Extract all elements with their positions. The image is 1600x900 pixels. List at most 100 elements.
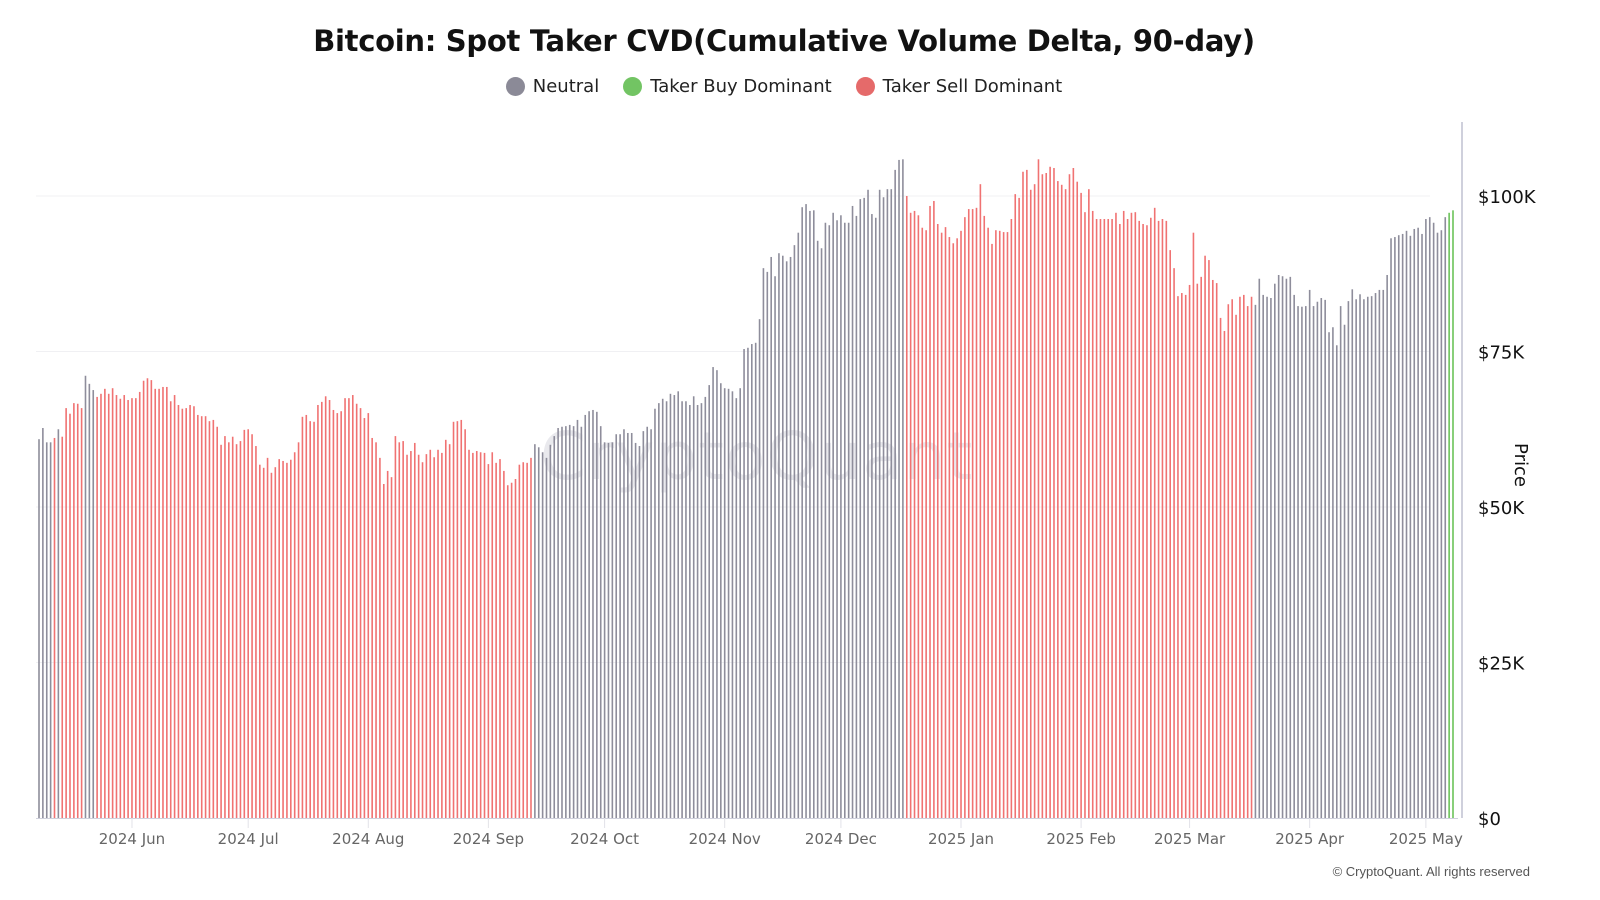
bar[interactable]: [1297, 306, 1299, 818]
bar[interactable]: [545, 457, 548, 818]
bar[interactable]: [762, 268, 765, 818]
bar[interactable]: [630, 432, 633, 818]
bar[interactable]: [197, 414, 199, 818]
bar[interactable]: [421, 462, 424, 818]
bar[interactable]: [1444, 217, 1447, 818]
bar[interactable]: [592, 409, 594, 818]
bar[interactable]: [987, 227, 989, 819]
bar[interactable]: [824, 222, 827, 818]
bar[interactable]: [619, 434, 621, 818]
bar[interactable]: [1227, 304, 1230, 819]
bar[interactable]: [208, 421, 211, 818]
bar[interactable]: [1417, 227, 1419, 819]
bar[interactable]: [1119, 223, 1121, 819]
bar[interactable]: [789, 256, 792, 819]
bar[interactable]: [1173, 268, 1175, 818]
bar[interactable]: [530, 457, 532, 818]
bar[interactable]: [1126, 219, 1129, 818]
bar[interactable]: [355, 403, 358, 818]
bar[interactable]: [386, 470, 389, 818]
bar[interactable]: [1246, 306, 1249, 818]
bar[interactable]: [1006, 232, 1009, 818]
bar[interactable]: [1208, 260, 1210, 818]
bar[interactable]: [936, 223, 939, 819]
bar[interactable]: [38, 439, 40, 818]
bar[interactable]: [1080, 192, 1082, 818]
bar[interactable]: [677, 391, 680, 818]
bar[interactable]: [797, 232, 800, 818]
bar[interactable]: [483, 452, 486, 818]
bar[interactable]: [1002, 232, 1005, 818]
bar[interactable]: [1010, 219, 1013, 818]
bar[interactable]: [944, 227, 947, 819]
bar[interactable]: [336, 413, 339, 818]
bar[interactable]: [1382, 289, 1385, 818]
bar[interactable]: [549, 444, 552, 818]
bar[interactable]: [805, 204, 807, 819]
bar[interactable]: [1266, 296, 1268, 818]
bar[interactable]: [1243, 294, 1245, 818]
bar[interactable]: [766, 271, 769, 818]
bar[interactable]: [324, 396, 327, 818]
bar[interactable]: [1270, 298, 1272, 818]
bar[interactable]: [204, 416, 207, 818]
bar[interactable]: [433, 457, 435, 818]
bar[interactable]: [650, 429, 652, 818]
legend-item-taker-sell[interactable]: Taker Sell Dominant: [855, 76, 1062, 97]
bar[interactable]: [274, 467, 277, 818]
bar[interactable]: [689, 404, 691, 818]
bar[interactable]: [882, 197, 885, 819]
bar[interactable]: [150, 380, 153, 818]
bar[interactable]: [282, 460, 284, 818]
bar[interactable]: [898, 159, 900, 819]
bar[interactable]: [127, 400, 129, 818]
bar[interactable]: [169, 401, 172, 818]
bar[interactable]: [429, 449, 432, 818]
bar[interactable]: [1436, 232, 1439, 818]
bar[interactable]: [1091, 210, 1094, 818]
bar[interactable]: [173, 395, 176, 818]
bar[interactable]: [475, 451, 478, 818]
bar[interactable]: [1029, 189, 1032, 818]
bar[interactable]: [1374, 293, 1377, 818]
bar[interactable]: [100, 393, 102, 818]
bar[interactable]: [1386, 274, 1388, 818]
bar[interactable]: [537, 447, 540, 818]
bar[interactable]: [1157, 220, 1160, 818]
bar[interactable]: [1401, 233, 1404, 818]
bar[interactable]: [286, 462, 288, 818]
bar[interactable]: [146, 378, 149, 818]
bar[interactable]: [917, 215, 920, 818]
bar[interactable]: [1111, 219, 1113, 818]
bar[interactable]: [216, 426, 218, 818]
bar[interactable]: [96, 396, 98, 818]
bar[interactable]: [80, 408, 83, 818]
bar[interactable]: [1088, 189, 1090, 818]
bar[interactable]: [425, 454, 428, 818]
bar[interactable]: [464, 429, 466, 818]
bar[interactable]: [228, 442, 230, 818]
bar[interactable]: [1115, 212, 1117, 819]
bar[interactable]: [1192, 232, 1195, 818]
bar[interactable]: [452, 421, 455, 818]
bar[interactable]: [1033, 184, 1036, 818]
bar[interactable]: [1339, 306, 1342, 818]
bar[interactable]: [1107, 219, 1110, 818]
bar[interactable]: [1130, 212, 1133, 819]
bar[interactable]: [437, 449, 439, 818]
bar[interactable]: [913, 210, 916, 818]
bar[interactable]: [1041, 174, 1044, 819]
bar[interactable]: [1250, 296, 1253, 818]
bar[interactable]: [65, 408, 67, 818]
bar[interactable]: [305, 414, 308, 818]
bar[interactable]: [576, 419, 579, 818]
bar[interactable]: [359, 408, 362, 818]
bar[interactable]: [1161, 219, 1164, 818]
bar[interactable]: [1293, 294, 1295, 818]
bar[interactable]: [1308, 289, 1311, 818]
bar[interactable]: [406, 454, 408, 818]
bar[interactable]: [754, 342, 757, 818]
bar[interactable]: [1405, 230, 1408, 818]
bar[interactable]: [758, 319, 761, 818]
bar[interactable]: [1177, 296, 1179, 818]
